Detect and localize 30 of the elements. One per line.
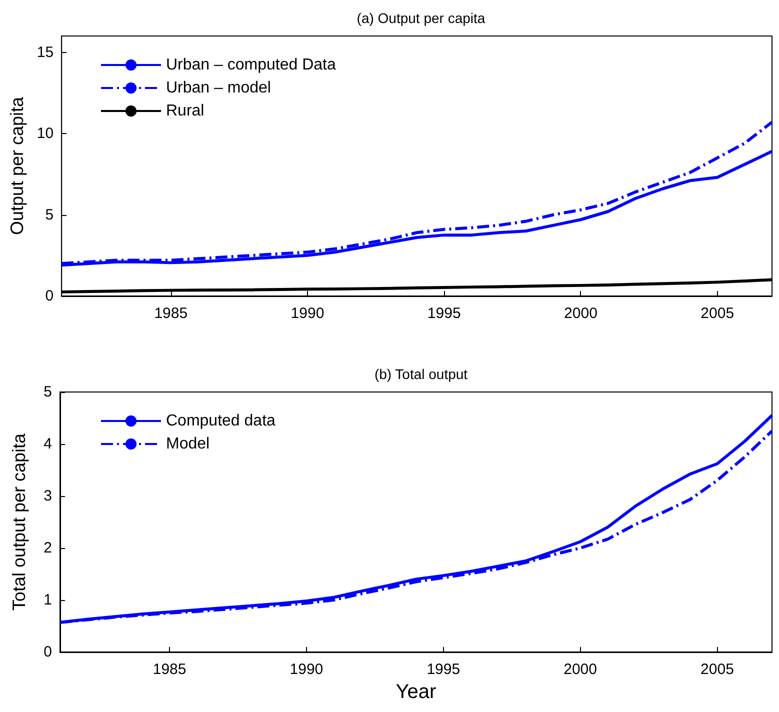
x-tick-label: 1990 <box>290 661 324 678</box>
x-tick-label: 1985 <box>154 305 188 322</box>
y-tick-label: 4 <box>44 436 52 452</box>
legend-label: Urban – model <box>166 80 271 96</box>
y-tick-label: 0 <box>45 288 54 304</box>
legend-label: Computed data <box>166 412 276 430</box>
y-tick-label: 1 <box>44 592 52 608</box>
y-tick-label: 5 <box>45 206 54 224</box>
x-tick-label: 1985 <box>152 661 186 678</box>
x-tick-label: 1995 <box>427 305 461 322</box>
y-axis-title: Total output per capita <box>9 432 29 611</box>
x-tick-label: 1990 <box>290 305 324 322</box>
x-tick-label: 2005 <box>700 661 734 678</box>
y-tick-label: 15 <box>36 44 54 61</box>
x-tick-label: 1995 <box>426 661 460 678</box>
x-tick-label: 2000 <box>564 305 598 322</box>
y-axis-title: Output per capita <box>7 96 27 236</box>
y-tick-label: 0 <box>44 644 52 660</box>
x-tick-label: 2005 <box>700 305 734 322</box>
y-tick-label: 3 <box>44 488 52 504</box>
legend-label: Urban – computed Data <box>166 56 336 74</box>
y-tick-label: 5 <box>44 384 52 400</box>
x-axis-title: Year <box>396 680 437 703</box>
legend-label: Model <box>166 436 210 452</box>
y-tick-label: 10 <box>36 125 54 142</box>
y-tick-label: 2 <box>44 540 52 556</box>
x-tick-label: 2000 <box>564 661 597 678</box>
legend-label: Rural <box>166 102 204 120</box>
chart-title: (a) Output per capita <box>356 10 486 26</box>
chart-title: (b) Total output <box>374 366 468 382</box>
